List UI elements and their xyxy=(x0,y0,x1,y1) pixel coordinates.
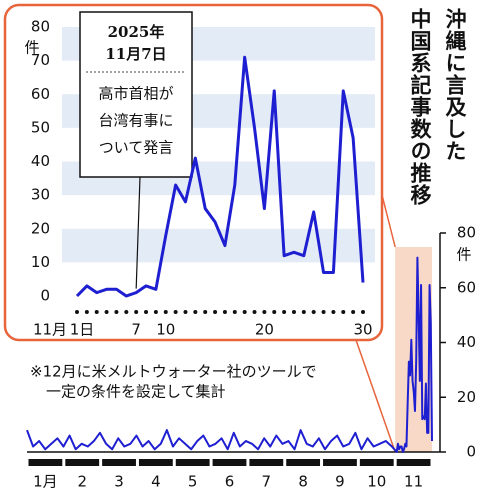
month-bar xyxy=(212,459,247,466)
x-tick-label: 11 xyxy=(404,473,423,491)
month-label: 11月 xyxy=(33,321,67,339)
x-tick-label: 7 xyxy=(262,473,272,491)
pointer xyxy=(135,176,141,289)
day-dot xyxy=(75,310,79,314)
band xyxy=(62,228,375,263)
x-tick-label: 8 xyxy=(298,473,308,491)
x-tick-label: 5 xyxy=(188,473,198,491)
x-tick-label: 6 xyxy=(225,473,235,491)
day-dot xyxy=(351,310,356,314)
day-dot xyxy=(124,310,129,314)
x-tick-label: 7 xyxy=(131,321,141,339)
title: 沖縄に言及した 中国系記事数の推移 xyxy=(408,8,467,206)
y-tick-label: 20 xyxy=(457,388,476,406)
annotation-text: ついて発言 xyxy=(99,139,174,157)
x-tick-label: 1日 xyxy=(70,321,95,339)
annotation-text: 高市首相が xyxy=(98,85,173,103)
annotation-box xyxy=(79,11,193,178)
y-unit: 件 xyxy=(456,246,471,264)
day-dot xyxy=(213,310,218,314)
month-bar xyxy=(175,459,210,466)
y-tick-label: 80 xyxy=(31,18,50,36)
y-tick-label: 10 xyxy=(31,253,50,271)
x-tick-label: 4 xyxy=(151,473,161,491)
annotation-date: 11月7日 xyxy=(105,45,166,63)
day-dot xyxy=(144,310,149,314)
day-dot xyxy=(114,310,119,314)
x-tick-label: 10 xyxy=(367,473,386,491)
day-dot xyxy=(94,310,99,314)
day-dot xyxy=(272,310,277,314)
annotation-text: 台湾有事に xyxy=(98,112,173,130)
day-dot xyxy=(104,310,109,314)
month-bar xyxy=(396,459,431,466)
y-tick-label: 80 xyxy=(457,224,476,242)
annotation-date: 2025年 xyxy=(108,23,165,41)
day-dot xyxy=(311,310,316,314)
y-tick-label: 40 xyxy=(457,333,476,351)
day-dot xyxy=(203,310,208,314)
day-dot xyxy=(301,310,306,314)
day-dot xyxy=(282,310,287,314)
month-bar xyxy=(249,459,284,466)
data-line xyxy=(75,55,365,298)
day-dot xyxy=(193,310,198,314)
x-tick-label: 1月 xyxy=(33,473,58,491)
y-tick-label: 60 xyxy=(457,278,476,296)
day-dot xyxy=(232,310,237,314)
month-bar xyxy=(102,459,136,466)
month-bar xyxy=(65,459,100,466)
day-dot xyxy=(242,310,247,314)
data-line xyxy=(26,256,433,453)
note: 一定の条件を設定して集計 xyxy=(46,383,226,401)
note: ※12月に米メルトウォーター社のツールで xyxy=(30,363,317,381)
y-tick-label: 50 xyxy=(31,118,50,136)
x-tick-label: 20 xyxy=(255,321,274,339)
y-tick-label: 70 xyxy=(31,51,50,69)
y-tick-label: 40 xyxy=(31,152,50,170)
month-bar xyxy=(138,459,173,466)
month-bar xyxy=(286,459,321,466)
day-dot xyxy=(361,310,365,314)
day-dot xyxy=(341,310,346,314)
month-bar xyxy=(359,459,394,466)
y-tick-label: 20 xyxy=(31,219,50,237)
month-bar xyxy=(323,459,357,466)
y-tick-label: 30 xyxy=(31,186,50,204)
day-dot xyxy=(252,310,257,314)
day-dot xyxy=(321,310,326,314)
day-dot xyxy=(222,310,227,314)
x-tick-label: 2 xyxy=(77,473,87,491)
day-dot xyxy=(262,310,267,314)
day-dot xyxy=(291,310,296,314)
x-tick-label: 30 xyxy=(353,321,372,339)
day-dot xyxy=(163,310,168,314)
connector xyxy=(381,194,396,248)
y-tick-label: 0 xyxy=(40,287,50,305)
connector xyxy=(355,339,396,453)
month-bar xyxy=(28,459,63,466)
title-line: 沖縄に言及した xyxy=(443,8,467,162)
day-dot xyxy=(331,310,336,314)
title-line: 中国系記事数の推移 xyxy=(408,8,432,206)
x-tick-label: 9 xyxy=(335,473,345,491)
day-dot xyxy=(84,310,89,314)
x-tick-label: 10 xyxy=(156,321,175,339)
day-dot xyxy=(173,310,178,314)
day-dot xyxy=(183,310,188,314)
y-unit: 件 xyxy=(24,39,39,57)
x-tick-label: 3 xyxy=(114,473,124,491)
day-dot xyxy=(134,310,139,314)
y-tick-label: 0 xyxy=(466,443,476,461)
day-dot xyxy=(153,310,158,314)
y-tick-label: 60 xyxy=(31,85,50,103)
